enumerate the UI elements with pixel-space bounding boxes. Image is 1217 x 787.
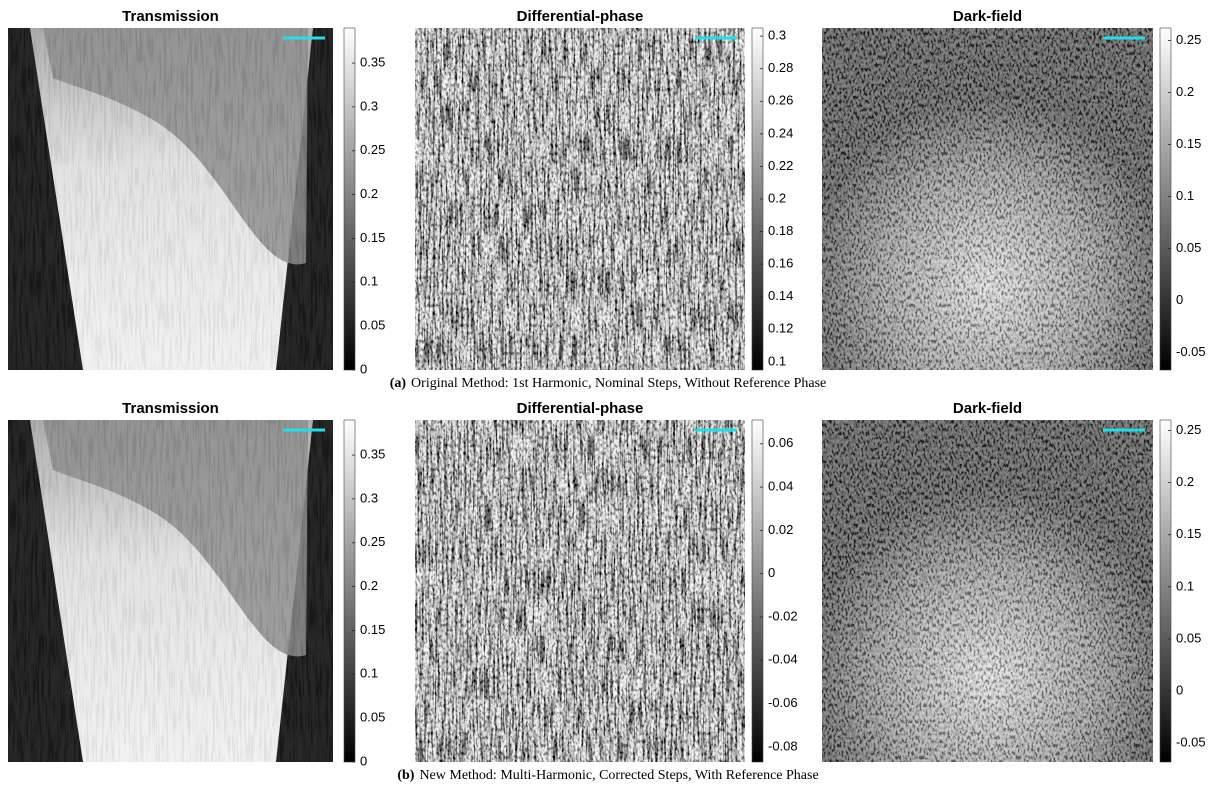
panel-title: Differential-phase <box>517 400 644 417</box>
image-noise <box>8 420 333 762</box>
caption-label: (a) <box>390 376 407 391</box>
colorbar-tick-label: 0.15 <box>360 230 385 245</box>
colorbar-tick-label: 0 <box>1176 683 1183 698</box>
colorbar-tick-label: 0.2 <box>1176 474 1194 489</box>
colorbar-tick-label: 0.3 <box>768 28 786 43</box>
colorbar-tick-label: 0 <box>768 565 775 580</box>
colorbar <box>343 419 356 763</box>
image-noise <box>822 28 1153 370</box>
colorbar-tick-label: 0.2 <box>360 186 378 201</box>
colorbar-tick-label: 0.15 <box>1176 136 1201 151</box>
image <box>415 420 745 762</box>
colorbar-tick-label: 0.14 <box>768 288 793 303</box>
panel-title: Transmission <box>122 400 219 417</box>
panel-title: Transmission <box>122 8 219 25</box>
caption: (b) New Method: Multi-Harmonic, Corrected… <box>397 768 818 783</box>
colorbar <box>1159 27 1172 371</box>
colorbar-tick-label: 0 <box>360 753 367 768</box>
image <box>415 28 745 370</box>
colorbar-tick-label: 0.1 <box>360 274 378 289</box>
colorbar <box>343 27 356 371</box>
panel-title: Differential-phase <box>517 8 644 25</box>
colorbar-tick-label: 0.18 <box>768 223 793 238</box>
image-noise <box>8 28 333 370</box>
colorbar-tick-label: 0.26 <box>768 93 793 108</box>
colorbar-tick-label: -0.06 <box>768 695 798 710</box>
colorbar-tick-label: 0.04 <box>768 479 793 494</box>
colorbar-tick-label: 0.1 <box>1176 578 1194 593</box>
colorbar-tick-label: 0 <box>1176 292 1183 307</box>
colorbar-tick-label: 0.06 <box>768 435 793 450</box>
colorbar-tick-label: 0.05 <box>360 318 385 333</box>
colorbar-tick-label: 0.25 <box>1176 32 1201 47</box>
caption-label: (b) <box>397 768 414 783</box>
colorbar-tick-label: 0.15 <box>1176 526 1201 541</box>
colorbar-tick-label: 0.1 <box>768 353 786 368</box>
colorbar-tick-label: -0.02 <box>768 608 798 623</box>
caption-text: Original Method: 1st Harmonic, Nominal S… <box>411 376 826 391</box>
colorbar-tick-label: 0.05 <box>1176 240 1201 255</box>
colorbar-tick-label: 0.35 <box>360 447 385 462</box>
colorbar-tick-label: 0.05 <box>360 710 385 725</box>
image-noise <box>415 28 745 370</box>
colorbar-tick-label: 0.35 <box>360 55 385 70</box>
colorbar-tick-label: 0.22 <box>768 158 793 173</box>
colorbar-tick-label: -0.05 <box>1176 344 1206 359</box>
colorbar-tick-label: -0.05 <box>1176 735 1206 750</box>
colorbar-tick-label: 0.25 <box>360 534 385 549</box>
colorbar-tick-label: 0.16 <box>768 256 793 271</box>
colorbar-tick-label: 0.25 <box>360 142 385 157</box>
colorbar-tick-label: 0.12 <box>768 321 793 336</box>
colorbar-tick-label: 0.2 <box>768 190 786 205</box>
colorbar-tick-label: 0.1 <box>360 666 378 681</box>
colorbar <box>1159 419 1172 763</box>
colorbar-tick-label: -0.04 <box>768 652 798 667</box>
image <box>8 420 333 762</box>
colorbar <box>751 419 764 763</box>
colorbar-tick-label: 0.1 <box>1176 188 1194 203</box>
colorbar-tick-label: 0.15 <box>360 622 385 637</box>
colorbar-tick-label: 0.28 <box>768 60 793 75</box>
colorbar-tick-label: 0.3 <box>360 98 378 113</box>
colorbar-tick-label: 0.2 <box>360 578 378 593</box>
image-noise <box>415 420 745 762</box>
caption: (a) Original Method: 1st Harmonic, Nomina… <box>390 376 827 391</box>
colorbar-tick-label: 0.02 <box>768 522 793 537</box>
image-noise <box>822 420 1153 762</box>
colorbar-tick-label: 0.3 <box>360 490 378 505</box>
colorbar-tick-label: 0 <box>360 361 367 376</box>
image <box>822 420 1153 762</box>
colorbar-tick-label: 0.2 <box>1176 84 1194 99</box>
caption-text: New Method: Multi-Harmonic, Corrected St… <box>419 768 818 783</box>
colorbar-tick-label: -0.08 <box>768 738 798 753</box>
image <box>8 28 333 370</box>
panel-title: Dark-field <box>953 8 1022 25</box>
colorbar-tick-label: 0.05 <box>1176 630 1201 645</box>
panel-title: Dark-field <box>953 400 1022 417</box>
colorbar-tick-label: 0.25 <box>1176 422 1201 437</box>
colorbar-tick-label: 0.24 <box>768 125 793 140</box>
image <box>822 28 1153 370</box>
